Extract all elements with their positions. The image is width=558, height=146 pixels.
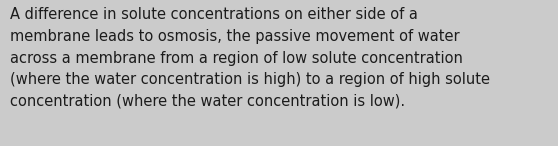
Text: A difference in solute concentrations on either side of a
membrane leads to osmo: A difference in solute concentrations on…: [10, 7, 490, 109]
